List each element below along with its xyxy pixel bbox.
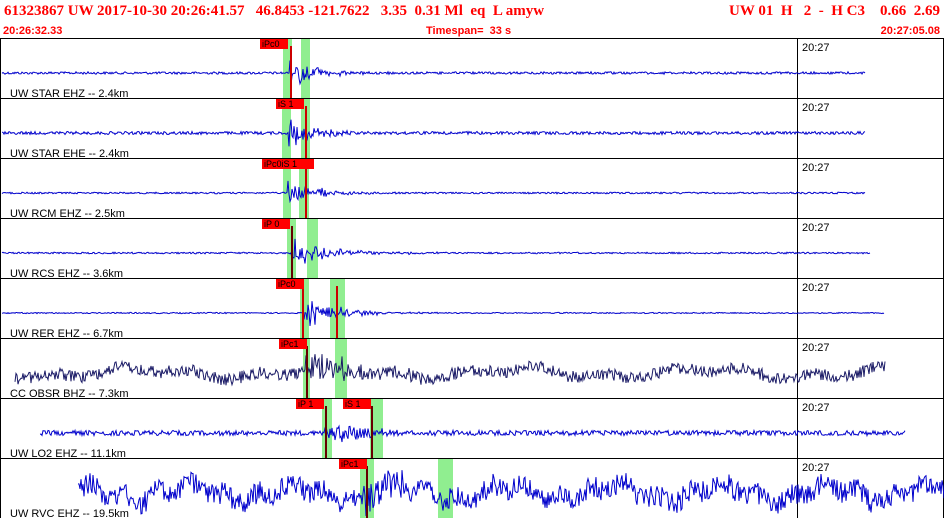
pick-label[interactable]: iS 1: [345, 399, 361, 409]
pick-label[interactable]: iPc0iS 1: [264, 159, 297, 169]
pick-label[interactable]: iPc1: [281, 339, 299, 349]
pick-label[interactable]: iS 1: [278, 99, 294, 109]
panel-time-label: 20:27: [802, 402, 830, 414]
panel-time-label: 20:27: [802, 222, 830, 234]
station-label: UW LO2 EHZ -- 11.1km: [10, 448, 126, 460]
pick-label-box[interactable]: [262, 159, 314, 169]
station-label: UW RER EHZ -- 6.7km: [10, 328, 123, 340]
pick-window: [299, 158, 309, 218]
trace-panel[interactable]: iPc0 20:27 UW STAR EHZ -- 2.4km: [0, 38, 944, 100]
panel-time-label: 20:27: [802, 42, 830, 54]
pick-label[interactable]: iPc0: [262, 39, 280, 49]
pick-label[interactable]: iPc1: [341, 459, 359, 469]
panel-time-label: 20:27: [802, 282, 830, 294]
station-label: UW RCS EHZ -- 3.6km: [10, 268, 123, 280]
pick-label[interactable]: iPc0: [278, 279, 296, 289]
seismogram-panels[interactable]: iPc0 20:27 UW STAR EHZ -- 2.4km iS 1 20:27 UW…: [0, 38, 944, 520]
pick-label[interactable]: iP 1: [298, 399, 313, 409]
pick-window: [307, 218, 318, 278]
pick-label-box[interactable]: [276, 279, 304, 289]
waveform: [1, 238, 871, 264]
station-label: UW STAR EHZ -- 2.4km: [10, 88, 128, 100]
waveform: [1, 180, 866, 204]
panel-time-label: 20:27: [802, 102, 830, 114]
end-time: 20:27:05.08: [880, 25, 940, 37]
waveform: [77, 470, 944, 517]
header: 61323867 UW 2017-10-30 20:26:41.57 46.84…: [0, 0, 944, 38]
pick-window: [300, 278, 309, 338]
pick-window: [370, 398, 383, 458]
pick-label-box[interactable]: [296, 399, 324, 409]
station-label: UW RCM EHZ -- 2.5km: [10, 208, 125, 220]
pick-label-box[interactable]: [262, 219, 290, 229]
trace-panel[interactable]: iP 1 iS 1 20:27 UW LO2 EHZ -- 11.1km: [0, 398, 944, 460]
event-title: 61323867 UW 2017-10-30 20:26:41.57 46.84…: [4, 3, 545, 19]
pick-label-box[interactable]: [260, 39, 288, 49]
pick-window: [283, 38, 292, 98]
station-label: CC OBSR BHZ -- 7.3km: [10, 388, 129, 400]
timespan: Timespan= 33 s: [426, 25, 512, 37]
trace-panel[interactable]: iS 1 20:27 UW STAR EHE -- 2.4km: [0, 98, 944, 160]
panel-time-label: 20:27: [802, 342, 830, 354]
pick-label-box[interactable]: [339, 459, 367, 469]
trace-panel[interactable]: iP 0 20:27 UW RCS EHZ -- 3.6km: [0, 218, 944, 280]
waveform: [1, 119, 866, 147]
pick-window: [282, 98, 291, 158]
pick-label-box[interactable]: [279, 339, 307, 349]
station-label: UW RVC EHZ -- 19.5km: [10, 508, 129, 520]
trace-panel[interactable]: iPc1 20:27 UW RVC EHZ -- 19.5km: [0, 458, 944, 520]
pick-label-box[interactable]: [276, 99, 304, 109]
trace-panel[interactable]: iPc0 20:27 UW RER EHZ -- 6.7km: [0, 278, 944, 340]
waveform: [1, 60, 866, 86]
pick-window: [438, 458, 453, 518]
waveform: [14, 354, 886, 387]
panel-time-label: 20:27: [802, 462, 830, 474]
waveform: [39, 423, 906, 443]
pick-window: [301, 38, 310, 98]
pick-label[interactable]: iP 0: [264, 219, 279, 229]
panel-time-label: 20:27: [802, 162, 830, 174]
trace-panel[interactable]: iPc0iS 1 20:27 UW RCM EHZ -- 2.5km: [0, 158, 944, 220]
event-title-right: UW 01 H 2 - H C3 0.66 2.69: [729, 3, 940, 19]
waveform: [1, 301, 885, 327]
start-time: 20:26:32.33: [3, 25, 63, 37]
station-label: UW STAR EHE -- 2.4km: [10, 148, 129, 160]
trace-panel[interactable]: iPc1 20:27 CC OBSR BHZ -- 7.3km: [0, 338, 944, 400]
pick-label-box[interactable]: [343, 399, 371, 409]
